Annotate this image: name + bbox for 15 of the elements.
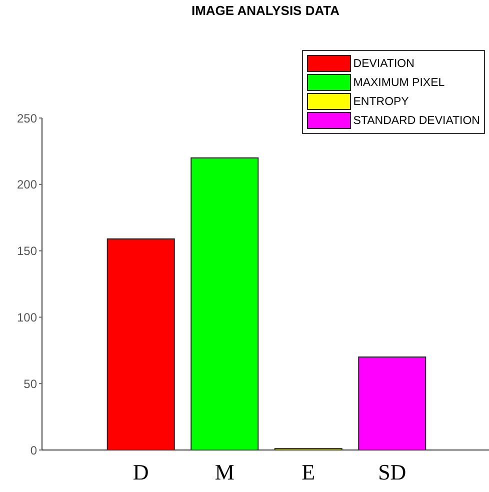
x-tick-label: SD <box>378 460 406 485</box>
legend-label: DEVIATION <box>353 58 414 70</box>
chart-title: IMAGE ANALYSIS DATA <box>190 3 341 18</box>
y-tick-label: 250 <box>16 111 38 126</box>
legend-label: MAXIMUM PIXEL <box>353 76 445 88</box>
x-tick-label: M <box>214 460 234 485</box>
legend-label: ENTROPY <box>353 96 409 108</box>
y-tick-label: 100 <box>16 310 38 324</box>
x-tick-label: E <box>302 460 316 485</box>
x-tick-label: D <box>132 460 149 485</box>
y-tick-label: 0 <box>30 443 38 458</box>
y-tick-label: 150 <box>16 244 38 258</box>
legend-label: STANDARD DEVIATION <box>353 114 480 126</box>
y-tick-label: 50 <box>24 376 38 391</box>
y-tick-label: 200 <box>16 178 38 192</box>
